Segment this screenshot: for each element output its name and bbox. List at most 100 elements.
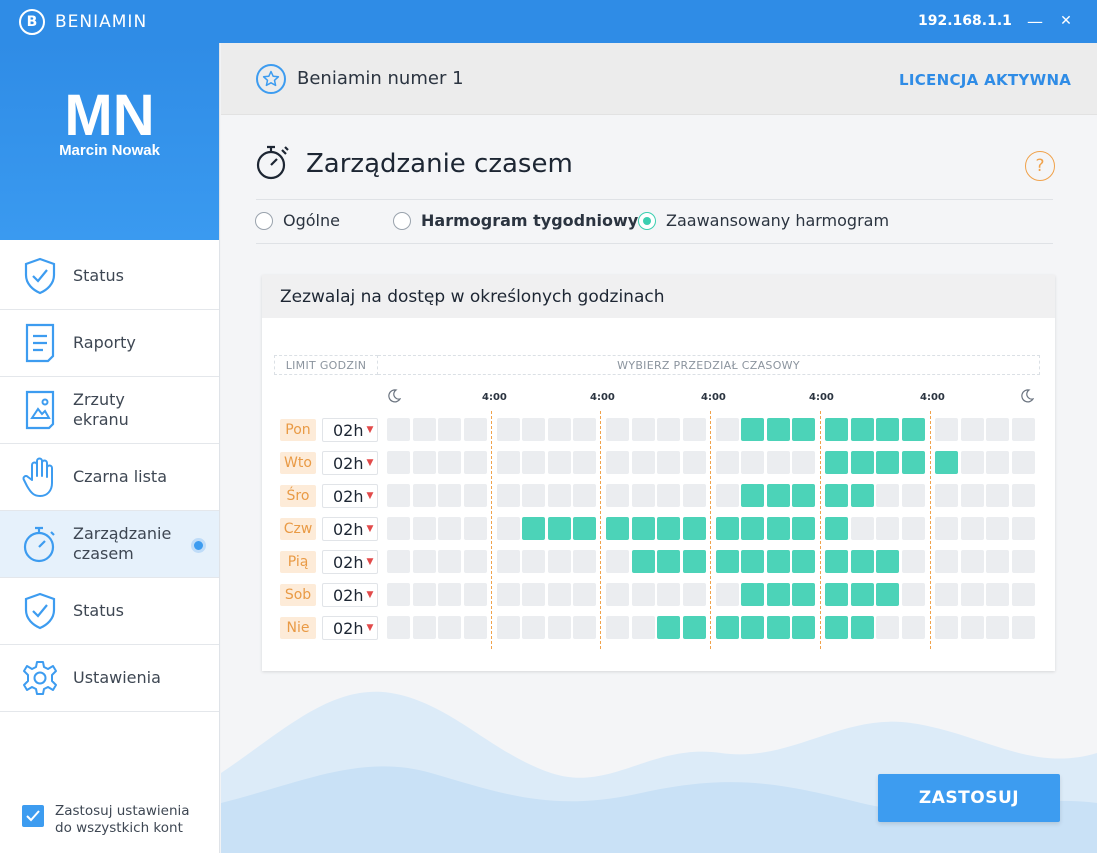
time-slot-cell[interactable] [716, 550, 739, 573]
time-slot-cell[interactable] [522, 616, 545, 639]
time-slot-cell[interactable] [741, 451, 764, 474]
time-slot-cell[interactable] [902, 418, 925, 441]
mode-advanced-radio[interactable]: Zaawansowany harmogram [638, 211, 889, 230]
time-slot-cell[interactable] [413, 550, 436, 573]
time-slot-cell[interactable] [792, 616, 815, 639]
time-slot-cell[interactable] [413, 517, 436, 540]
time-slot-cell[interactable] [464, 418, 487, 441]
time-slot-cell[interactable] [548, 616, 571, 639]
time-slot-cell[interactable] [413, 583, 436, 606]
time-slot-cell[interactable] [548, 484, 571, 507]
time-slot-cell[interactable] [387, 583, 410, 606]
time-slot-cell[interactable] [1012, 484, 1035, 507]
time-slot-cell[interactable] [961, 616, 984, 639]
hour-limit-select[interactable]: 02h ▼ [322, 451, 378, 475]
license-status-link[interactable]: LICENCJA AKTYWNA [899, 71, 1072, 89]
time-slot-cell[interactable] [876, 583, 899, 606]
help-button[interactable]: ? [1025, 151, 1055, 181]
time-slot-cell[interactable] [497, 517, 520, 540]
time-slot-cell[interactable] [522, 517, 545, 540]
time-slot-cell[interactable] [935, 550, 958, 573]
time-slot-cell[interactable] [438, 484, 461, 507]
time-slot-cell[interactable] [657, 616, 680, 639]
time-slot-cell[interactable] [413, 451, 436, 474]
time-slot-cell[interactable] [497, 418, 520, 441]
time-slot-cell[interactable] [741, 517, 764, 540]
time-slot-cell[interactable] [438, 517, 461, 540]
time-slot-cell[interactable] [657, 484, 680, 507]
time-slot-cell[interactable] [522, 583, 545, 606]
minimize-button[interactable]: — [1027, 11, 1043, 31]
sidebar-item-settings[interactable]: Ustawienia [0, 645, 219, 712]
time-slot-cell[interactable] [1012, 451, 1035, 474]
time-slot-cell[interactable] [986, 484, 1009, 507]
hour-limit-select[interactable]: 02h ▼ [322, 484, 378, 508]
time-slot-cell[interactable] [876, 550, 899, 573]
time-slot-cell[interactable] [464, 451, 487, 474]
time-slot-cell[interactable] [657, 517, 680, 540]
time-slot-cell[interactable] [902, 583, 925, 606]
time-slot-cell[interactable] [657, 418, 680, 441]
time-slot-cell[interactable] [716, 616, 739, 639]
time-slot-cell[interactable] [741, 484, 764, 507]
time-slot-cell[interactable] [606, 550, 629, 573]
time-slot-cell[interactable] [606, 616, 629, 639]
close-button[interactable]: ✕ [1060, 13, 1072, 29]
time-slot-cell[interactable] [1012, 616, 1035, 639]
time-slot-cell[interactable] [683, 418, 706, 441]
time-slot-cell[interactable] [464, 517, 487, 540]
time-slot-cell[interactable] [961, 451, 984, 474]
time-slot-cell[interactable] [573, 583, 596, 606]
time-slot-cell[interactable] [902, 550, 925, 573]
time-slot-cell[interactable] [961, 583, 984, 606]
time-slot-cell[interactable] [961, 484, 984, 507]
time-slot-cell[interactable] [986, 517, 1009, 540]
time-slot-cell[interactable] [876, 517, 899, 540]
time-slot-cell[interactable] [825, 451, 848, 474]
time-slot-cell[interactable] [767, 616, 790, 639]
time-slot-cell[interactable] [767, 484, 790, 507]
time-slot-cell[interactable] [413, 616, 436, 639]
time-slot-cell[interactable] [573, 616, 596, 639]
time-slot-cell[interactable] [387, 484, 410, 507]
time-slot-cell[interactable] [632, 583, 655, 606]
time-slot-cell[interactable] [716, 583, 739, 606]
time-slot-cell[interactable] [606, 484, 629, 507]
time-slot-cell[interactable] [438, 451, 461, 474]
time-slot-cell[interactable] [716, 484, 739, 507]
time-slot-cell[interactable] [606, 451, 629, 474]
time-slot-cell[interactable] [606, 583, 629, 606]
sidebar-item-status-2[interactable]: Status [0, 578, 219, 645]
time-slot-cell[interactable] [902, 517, 925, 540]
apply-to-all-checkbox[interactable] [22, 805, 44, 827]
time-slot-cell[interactable] [522, 418, 545, 441]
time-slot-cell[interactable] [438, 418, 461, 441]
time-slot-cell[interactable] [683, 451, 706, 474]
time-slot-cell[interactable] [935, 616, 958, 639]
time-slot-cell[interactable] [548, 451, 571, 474]
time-slot-cell[interactable] [683, 484, 706, 507]
time-slot-cell[interactable] [573, 550, 596, 573]
time-slot-cell[interactable] [935, 451, 958, 474]
time-slot-cell[interactable] [387, 550, 410, 573]
sidebar-item-blacklist[interactable]: Czarna lista [0, 444, 219, 511]
time-slot-cell[interactable] [1012, 550, 1035, 573]
time-slot-cell[interactable] [902, 451, 925, 474]
time-slot-cell[interactable] [632, 550, 655, 573]
time-slot-cell[interactable] [902, 616, 925, 639]
time-slot-cell[interactable] [573, 517, 596, 540]
mode-general-radio[interactable]: Ogólne [255, 211, 340, 230]
time-slot-cell[interactable] [986, 583, 1009, 606]
time-slot-cell[interactable] [657, 583, 680, 606]
time-slot-cell[interactable] [851, 616, 874, 639]
time-slot-cell[interactable] [767, 451, 790, 474]
time-slot-cell[interactable] [961, 418, 984, 441]
time-slot-cell[interactable] [657, 451, 680, 474]
time-slot-cell[interactable] [716, 517, 739, 540]
time-slot-cell[interactable] [792, 451, 815, 474]
time-slot-cell[interactable] [573, 418, 596, 441]
time-slot-cell[interactable] [1012, 517, 1035, 540]
time-slot-cell[interactable] [497, 616, 520, 639]
time-slot-cell[interactable] [548, 550, 571, 573]
time-slot-cell[interactable] [464, 583, 487, 606]
